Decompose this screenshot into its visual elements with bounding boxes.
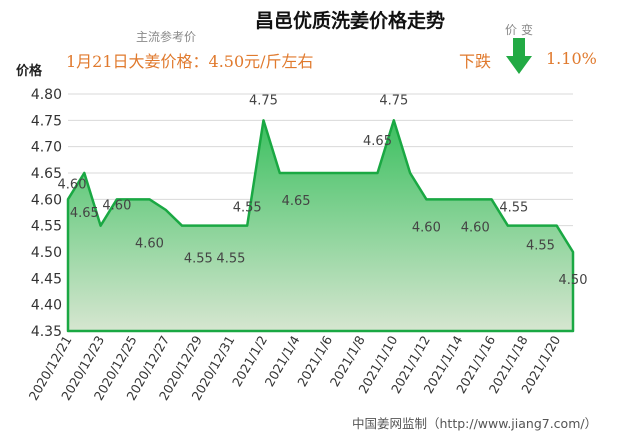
data-label: 4.55 — [216, 252, 245, 267]
data-label: 4.75 — [249, 93, 278, 108]
y-tick-label: 4.70 — [31, 140, 62, 156]
data-label: 4.55 — [233, 201, 262, 216]
change-percent: 1.10% — [546, 49, 597, 68]
down-arrow-icon — [506, 38, 532, 78]
data-label: 4.55 — [499, 201, 528, 216]
data-label: 4.65 — [70, 206, 99, 221]
data-label: 4.60 — [58, 177, 87, 192]
data-label: 4.60 — [461, 220, 490, 235]
y-tick-label: 4.45 — [31, 271, 62, 287]
y-axis-label: 价格 — [16, 64, 43, 79]
data-label: 4.60 — [135, 236, 164, 251]
data-label: 4.55 — [526, 239, 555, 254]
reference-price-label: 主流参考价 — [136, 30, 197, 44]
data-label: 4.55 — [184, 252, 213, 267]
data-label: 4.60 — [102, 198, 131, 213]
data-label: 4.60 — [412, 220, 441, 235]
y-tick-label: 4.65 — [31, 166, 62, 182]
price-area-series — [66, 119, 575, 333]
data-label: 4.65 — [282, 194, 311, 209]
data-label: 4.65 — [363, 134, 392, 149]
y-tick-label: 4.75 — [31, 113, 62, 129]
reference-price-text: 1月21日大姜价格：4.50元/斤左右 — [66, 52, 314, 71]
trend-text: 下跌 — [459, 52, 492, 71]
chart-title: 昌邑优质洗姜价格走势 — [254, 10, 445, 32]
data-label: 4.75 — [379, 93, 408, 108]
y-tick-label: 4.35 — [31, 324, 62, 340]
y-tick-label: 4.80 — [31, 87, 62, 103]
data-label: 4.50 — [559, 273, 588, 288]
y-tick-label: 4.50 — [31, 245, 62, 261]
y-tick-label: 4.60 — [31, 192, 62, 208]
y-tick-label: 4.55 — [31, 219, 62, 235]
price-change-label: 价变 — [505, 23, 538, 37]
y-tick-label: 4.40 — [31, 298, 62, 314]
source-credit: 中国姜网监制（http://www.jiang7.com/） — [352, 416, 598, 431]
